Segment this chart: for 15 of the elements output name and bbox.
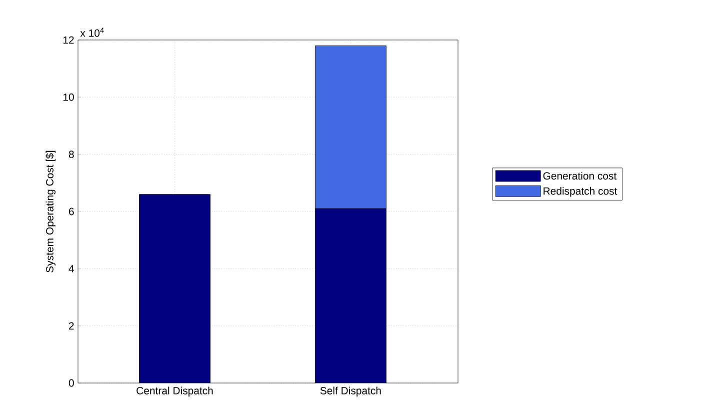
y-tick-label: 0 xyxy=(68,379,74,387)
x-tick-label: Self Dispatch xyxy=(320,386,381,396)
legend-label: Generation cost xyxy=(543,172,617,180)
bar xyxy=(139,194,210,383)
text: x 10$^{4}$ xyxy=(80,28,104,37)
y-tick-label: 12 xyxy=(63,36,74,44)
y-tick-label: 8 xyxy=(68,150,74,158)
y-tick-label: 6 xyxy=(69,208,74,216)
y-axis-title: System Operating Cost [$] xyxy=(46,150,56,272)
y-tick-label: 10 xyxy=(63,93,74,101)
x-tick-label: Central Dispatch xyxy=(136,386,213,396)
legend-label: Redispatch cost xyxy=(544,187,618,197)
y-tick-label: 4 xyxy=(68,265,74,272)
y-tick-label: 2 xyxy=(69,322,74,330)
bar xyxy=(314,208,386,383)
